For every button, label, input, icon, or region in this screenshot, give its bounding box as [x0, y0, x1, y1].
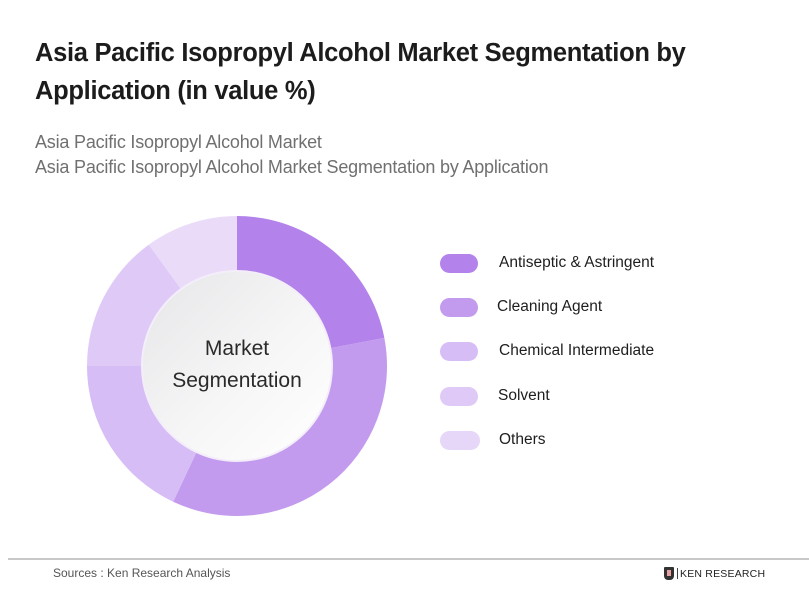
legend-swatch	[440, 253, 478, 273]
legend-label: Solvent	[498, 387, 550, 404]
legend-item-cleaning-agent: Cleaning Agent	[440, 296, 602, 318]
legend-label: Antiseptic & Astringent	[499, 254, 655, 271]
subtitle-line-2: Asia Pacific Isopropyl Alcohol Market Se…	[35, 157, 549, 177]
legend-item-chemical-intermediate: Chemical Intermediate	[440, 340, 654, 362]
center-label-line-1: Market	[204, 337, 270, 360]
ken-research-logo: KEN RESEARCH	[664, 567, 765, 580]
legend-label: Chemical Intermediate	[499, 342, 655, 359]
legend-swatch	[440, 341, 478, 361]
legend-swatch	[440, 430, 480, 450]
logo-text: KEN RESEARCH	[680, 567, 766, 580]
legend-item-others: Others	[440, 429, 546, 451]
legend-label: Others	[499, 431, 546, 448]
chart-title: Asia Pacific Isopropyl Alcohol Market Se…	[35, 39, 686, 105]
legend-swatch	[440, 386, 478, 406]
legend-item-solvent: Solvent	[440, 385, 550, 407]
inner-circle	[143, 272, 331, 460]
chart-subtitle: Asia Pacific Isopropyl Alcohol Market As…	[35, 130, 795, 180]
logo-separator	[677, 568, 678, 579]
footer-divider	[8, 558, 809, 560]
legend-item-antiseptic: Antiseptic & Astringent	[440, 252, 654, 274]
subtitle-line-1: Asia Pacific Isopropyl Alcohol Market	[35, 132, 322, 152]
shield-logo-icon	[664, 567, 674, 580]
center-label-line-2: Segmentation	[172, 369, 302, 392]
legend-label: Cleaning Agent	[497, 298, 603, 315]
donut-center-label: Market Segmentation	[142, 333, 332, 397]
source-note: Sources : Ken Research Analysis	[53, 566, 231, 580]
legend-swatch	[440, 297, 478, 317]
